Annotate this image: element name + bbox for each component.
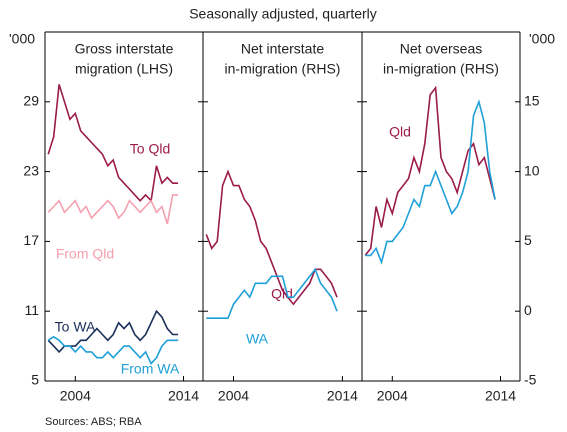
series-line	[364, 85, 496, 256]
panel-title: in-migration (RHS)	[383, 61, 499, 77]
series-line	[206, 267, 338, 319]
series-label: From Qld	[56, 246, 114, 262]
source: Sources: ABS; RBA	[45, 416, 142, 428]
x-tick-label: 2014	[168, 388, 199, 404]
y-tick-label: 11	[24, 302, 39, 318]
x-tick-label: 2004	[60, 388, 91, 404]
y-tick-label: 29	[23, 93, 39, 109]
right-unit: '000	[529, 31, 555, 47]
series-label: To WA	[55, 319, 96, 335]
y-tick-label: 5	[524, 232, 532, 248]
series-line	[47, 335, 179, 366]
y-tick-label: 15	[524, 93, 540, 109]
panel-title: Gross interstate	[75, 41, 174, 57]
panel-title: in-migration (RHS)	[225, 61, 341, 77]
y-tick-label: -5	[524, 372, 537, 388]
x-tick-label: 2014	[485, 388, 516, 404]
subtitle: Seasonally adjusted, quarterly	[189, 6, 377, 22]
left-unit: '000	[9, 31, 35, 47]
series-line	[205, 169, 338, 306]
series-line	[365, 99, 496, 265]
y-tick-label: 5	[31, 372, 39, 388]
series-line	[47, 194, 179, 225]
x-tick-label: 2004	[377, 388, 408, 404]
series-label: WA	[246, 331, 269, 347]
panel-title: migration (LHS)	[75, 61, 173, 77]
x-tick-label: 2004	[218, 388, 249, 404]
panel-title: Net overseas	[400, 41, 482, 57]
panel-title: Net interstate	[241, 41, 324, 57]
y-tick-label: 0	[524, 302, 532, 318]
series-label: Qld	[389, 124, 411, 140]
series-line	[47, 84, 179, 203]
x-tick-label: 2014	[327, 388, 358, 404]
y-tick-label: 23	[23, 162, 39, 178]
series-label: To Qld	[130, 141, 170, 157]
series-label: Qld	[271, 286, 293, 302]
series-label: From WA	[121, 361, 180, 377]
y-tick-label: 17	[23, 232, 39, 248]
y-tick-label: 10	[524, 162, 540, 178]
